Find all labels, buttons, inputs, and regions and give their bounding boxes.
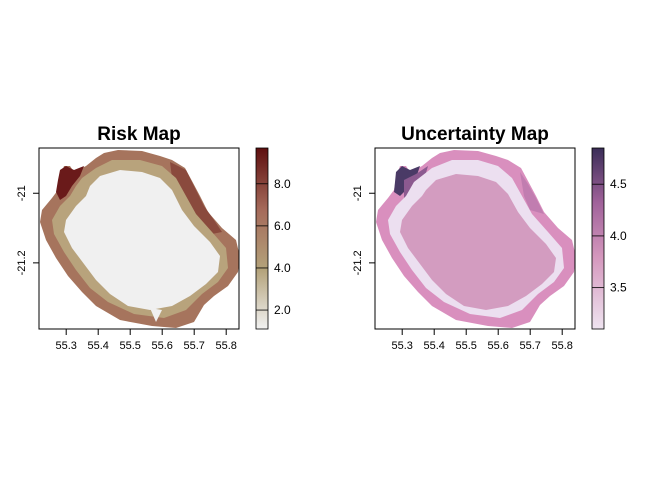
risk-legend-tick-label: 6.0 (274, 219, 291, 233)
uncertainty-mid-zone-e (520, 172, 544, 214)
uncertainty-x-tick-label: 55.4 (423, 340, 444, 352)
risk-y-tick-label: -21 (16, 185, 28, 201)
risk-high-zone-east (170, 162, 222, 234)
uncertainty-x-tick-label: 55.3 (391, 340, 412, 352)
risk-y-tick-label: -21.2 (16, 250, 28, 275)
uncertainty-x-axis: 55.3 55.4 55.5 55.6 55.7 55.8 (391, 329, 573, 352)
uncertainty-core-zone (400, 174, 556, 310)
risk-y-axis: -21 -21.2 (16, 185, 39, 275)
risk-raster (40, 150, 239, 328)
risk-legend: 2.0 4.0 6.0 8.0 (255, 147, 291, 330)
risk-legend-tick-label: 8.0 (274, 177, 291, 191)
risk-x-axis: 55.3 55.4 55.5 55.6 55.7 55.8 (55, 329, 237, 352)
uncertainty-y-tick-label: -21 (352, 185, 364, 201)
uncertainty-y-axis: -21 -21.2 (352, 185, 375, 275)
risk-low-zone (64, 170, 220, 310)
risk-x-tick-label: 55.5 (119, 340, 140, 352)
risk-map-panel: Risk Map (16, 124, 291, 352)
uncertainty-y-tick-label: -21.2 (352, 250, 364, 275)
risk-map-title: Risk Map (97, 124, 180, 145)
risk-legend-tick-label: 4.0 (274, 261, 291, 275)
risk-x-tick-label: 55.3 (55, 340, 76, 352)
risk-x-tick-label: 55.8 (215, 340, 236, 352)
risk-legend-colorbar (255, 147, 269, 330)
risk-legend-tick-label: 2.0 (274, 303, 291, 317)
uncertainty-legend-tick-label: 4.5 (610, 177, 627, 191)
uncertainty-legend: 3.5 4.0 4.5 (591, 147, 627, 330)
uncertainty-map-frame (374, 147, 576, 330)
risk-high-zone (56, 166, 84, 200)
uncertainty-map-title: Uncertainty Map (401, 124, 549, 145)
uncertainty-raster (376, 150, 575, 328)
risk-low-spur (150, 308, 162, 322)
uncertainty-map-panel: Uncertainty Map 55.3 55.4 55.5 55.6 55.7 55.8… (352, 124, 627, 352)
uncertainty-legend-tick-label: 3.5 (610, 281, 627, 295)
uncertainty-x-tick-label: 55.7 (519, 340, 540, 352)
risk-x-tick-label: 55.6 (151, 340, 172, 352)
uncertainty-x-tick-label: 55.8 (551, 340, 572, 352)
uncertainty-legend-colorbar (591, 147, 605, 330)
uncertainty-x-tick-label: 55.6 (487, 340, 508, 352)
risk-x-tick-label: 55.7 (183, 340, 204, 352)
uncertainty-x-tick-label: 55.5 (455, 340, 476, 352)
uncertainty-legend-tick-label: 4.0 (610, 229, 627, 243)
risk-x-tick-label: 55.4 (87, 340, 108, 352)
risk-map-frame (38, 147, 240, 330)
